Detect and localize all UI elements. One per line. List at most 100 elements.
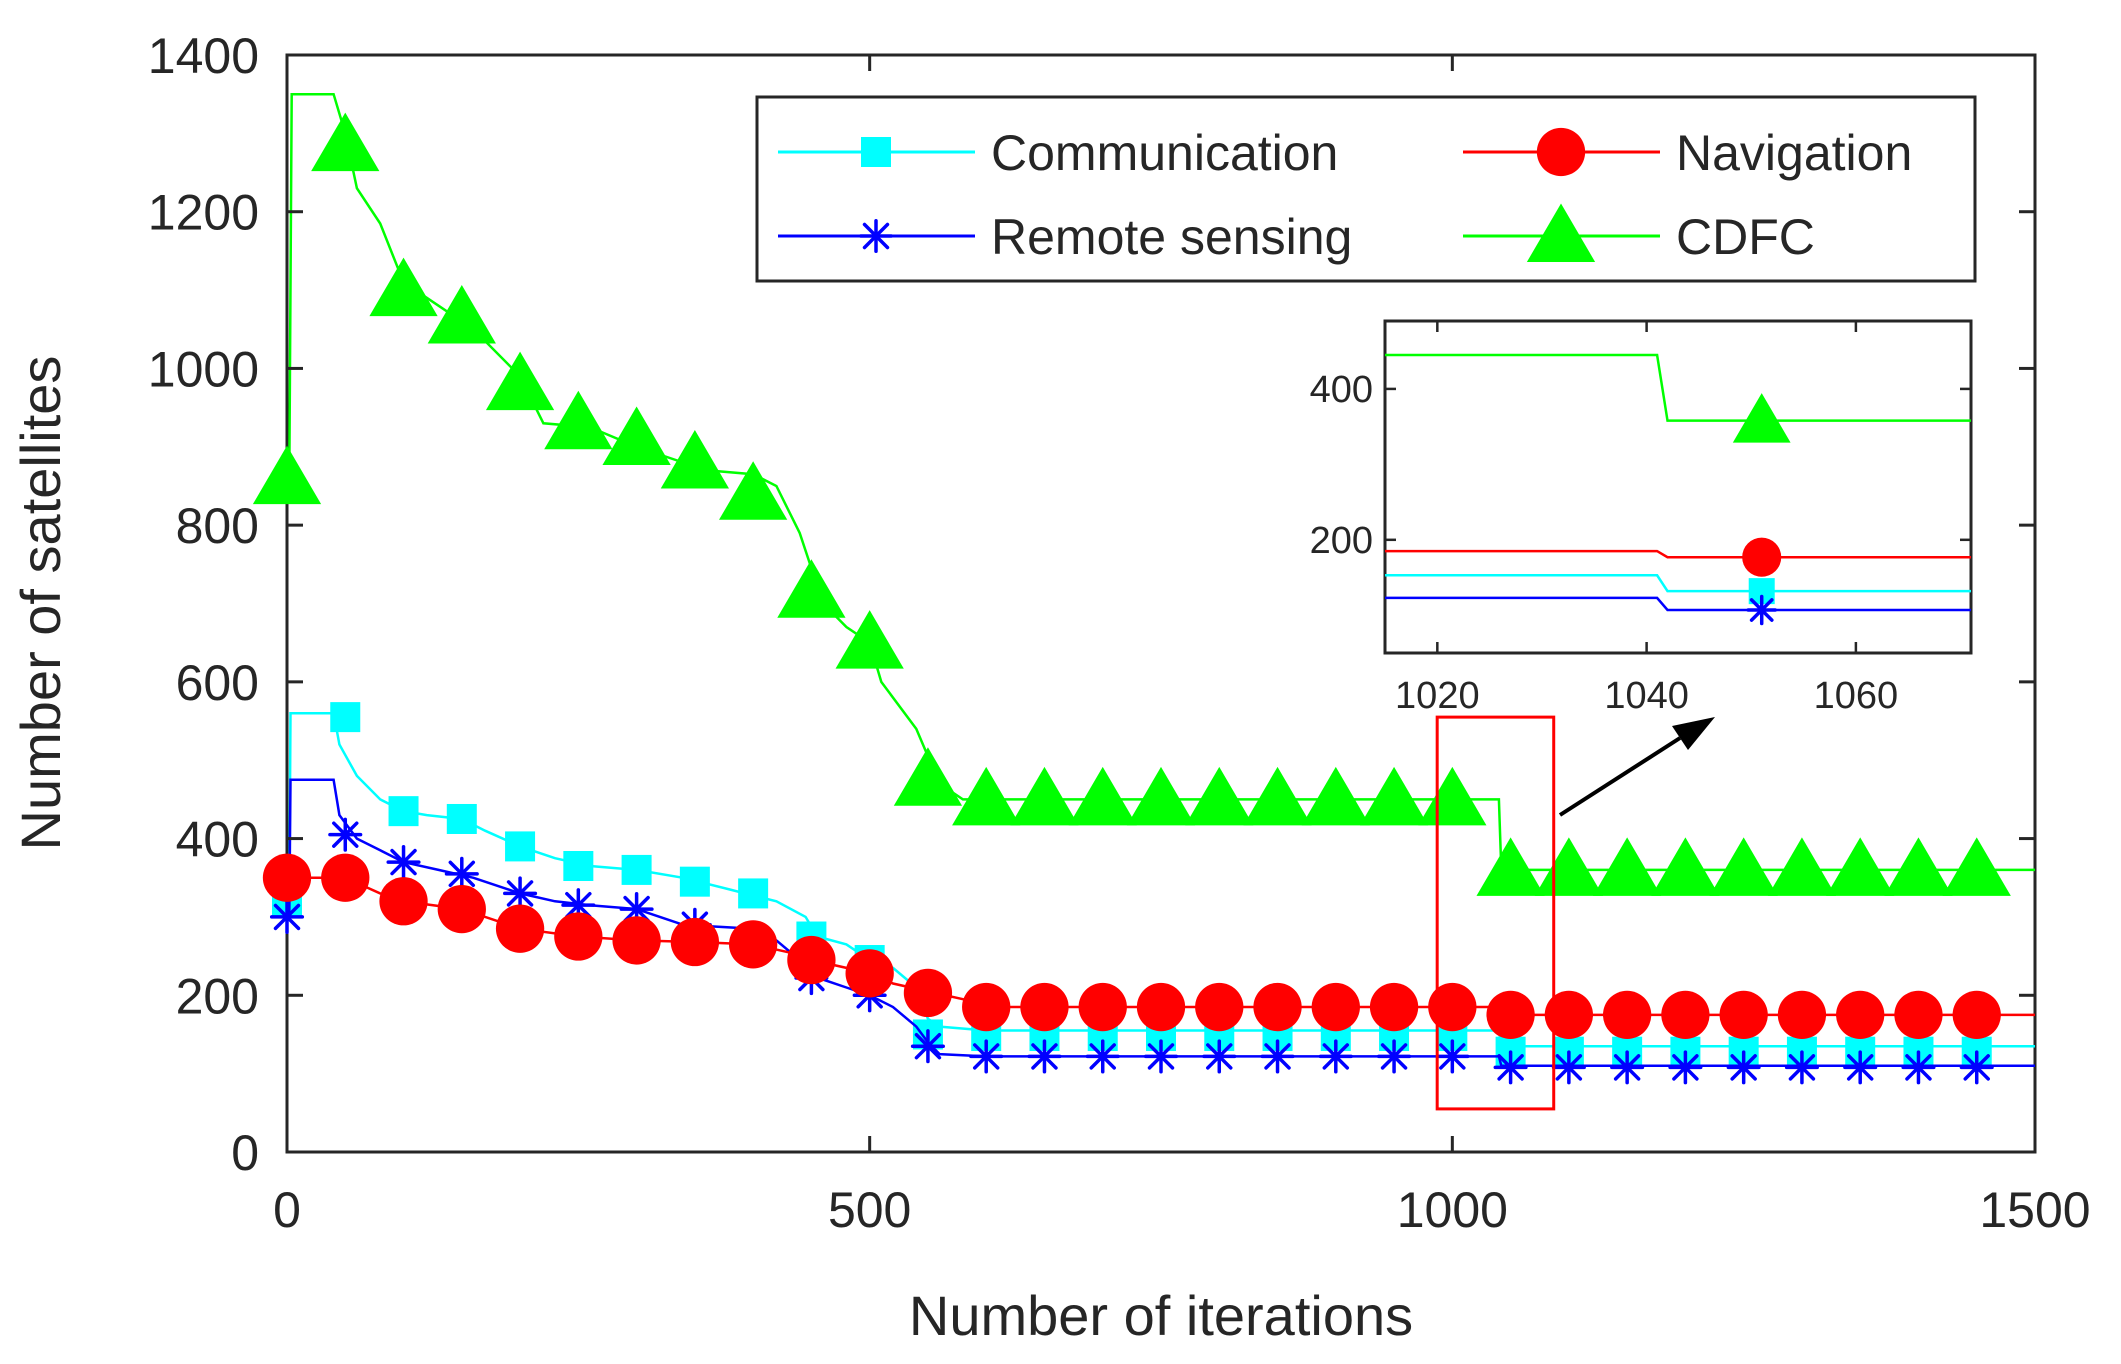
data-point-navigation (495, 904, 545, 953)
data-point-navigation (1311, 982, 1360, 1032)
data-point-navigation (1253, 982, 1302, 1032)
data-point-remote-sensing (1784, 1050, 1819, 1085)
data-point-remote-sensing (910, 1029, 945, 1064)
data-point-cdfc (1534, 837, 1603, 896)
data-point-cdfc (1068, 766, 1137, 826)
main-ticks-layer: 0 200 400 600 800 1000 1200 1400 0 500 1000 1500 (148, 28, 2091, 1238)
data-point-remote-sensing (1027, 1039, 1062, 1074)
data-point-cdfc (1418, 766, 1487, 826)
data-point-navigation (1195, 982, 1244, 1032)
data-point-cdfc (311, 112, 380, 172)
data-point-cdfc (1942, 837, 2011, 896)
data-point-communication (388, 796, 419, 827)
data-point-navigation (321, 853, 370, 902)
data-point-remote-sensing (328, 817, 363, 852)
y-tick-label: 800 (176, 498, 259, 554)
data-point-remote-sensing (1726, 1050, 1761, 1085)
data-point-cdfc (1767, 837, 1837, 896)
inset-series-layer (1385, 353, 1971, 626)
data-point-navigation (612, 916, 661, 965)
data-point-navigation (1428, 982, 1477, 1032)
inset-line-cdfc (1385, 353, 1971, 422)
data-point-remote-sensing (1493, 1050, 1528, 1085)
data-point-navigation (1078, 982, 1127, 1032)
data-point-cdfc (719, 461, 788, 520)
legend-label-navigation: Navigation (1676, 125, 1912, 181)
data-point-navigation (670, 917, 720, 967)
data-point-cdfc (1593, 837, 1662, 896)
data-point-communication (621, 854, 652, 885)
data-point-navigation (845, 949, 894, 998)
zoom-arrow (1558, 717, 1715, 817)
data-point-remote-sensing (1551, 1050, 1586, 1085)
data-point-remote-sensing (1377, 1039, 1412, 1074)
y-tick-label: 1000 (148, 341, 259, 397)
data-point-remote-sensing (269, 899, 305, 934)
data-point-navigation (787, 935, 836, 985)
legend-marker-navigation (1536, 127, 1586, 177)
data-point-cdfc (1010, 766, 1079, 826)
data-point-cdfc (1243, 766, 1312, 826)
data-point-navigation (379, 877, 428, 926)
data-point-cdfc (1709, 837, 1778, 896)
data-point-communication (738, 878, 769, 909)
data-point-cdfc (544, 390, 613, 450)
inset-point-cdfc (1732, 393, 1791, 443)
data-point-cdfc (952, 766, 1021, 826)
y-tick-label: 1200 (148, 185, 259, 241)
zoom-region-box (1435, 715, 1556, 1111)
data-point-communication (563, 850, 594, 881)
inset-line-communication (1385, 574, 1971, 593)
data-point-cdfc (369, 257, 438, 317)
data-point-navigation (1544, 990, 1594, 1040)
data-point-navigation (1719, 990, 1768, 1040)
data-point-remote-sensing (1085, 1039, 1120, 1074)
data-point-navigation (437, 884, 486, 934)
data-point-cdfc (1884, 837, 1953, 896)
legend-marker-remote-sensing (858, 218, 894, 254)
data-point-remote-sensing (1318, 1039, 1353, 1074)
y-tick-label: 600 (176, 655, 259, 711)
x-tick-label: 1500 (1979, 1182, 2090, 1238)
data-point-cdfc (1476, 837, 1545, 896)
inset-x-tick-label: 1040 (1604, 675, 1689, 717)
data-point-remote-sensing (1610, 1050, 1645, 1085)
main-series-layer (252, 92, 2035, 1085)
data-point-navigation (1952, 990, 2001, 1040)
data-point-navigation (903, 968, 953, 1018)
data-point-navigation (962, 982, 1011, 1032)
data-point-navigation (1894, 990, 1943, 1040)
legend-marker-communication (861, 137, 891, 167)
legend-label-cdfc: CDFC (1676, 209, 1815, 265)
data-point-navigation (1136, 982, 1186, 1032)
data-point-communication (446, 803, 477, 834)
data-point-navigation (1661, 990, 1710, 1040)
legend-label-communication: Communication (991, 125, 1338, 181)
x-tick-label: 500 (828, 1182, 911, 1238)
data-point-cdfc (777, 559, 846, 618)
data-point-navigation (554, 912, 603, 961)
data-point-cdfc (602, 406, 671, 465)
data-point-cdfc (252, 445, 322, 505)
data-point-remote-sensing (1959, 1050, 1994, 1085)
data-point-navigation (1836, 990, 1885, 1040)
inset-y-tick-label: 400 (1310, 369, 1373, 411)
x-axis-label: Number of iterations (909, 1284, 1413, 1347)
data-point-communication (505, 831, 536, 862)
data-point-navigation (1369, 982, 1419, 1032)
data-point-remote-sensing (1901, 1050, 1936, 1085)
data-point-cdfc (1359, 766, 1429, 826)
data-point-remote-sensing (386, 845, 421, 880)
data-point-cdfc (485, 351, 555, 411)
data-point-remote-sensing (969, 1039, 1004, 1074)
data-point-remote-sensing (444, 856, 479, 891)
data-point-remote-sensing (1202, 1039, 1237, 1074)
y-tick-label: 200 (176, 968, 259, 1024)
inset-point-navigation (1742, 537, 1782, 577)
legend-marker-cdfc (1526, 203, 1596, 262)
y-axis-label: Number of satellites (9, 356, 72, 851)
data-point-navigation (728, 920, 778, 969)
data-point-navigation (1020, 982, 1069, 1032)
data-point-navigation (1777, 990, 1827, 1040)
legend: Communication Navigation Remote sensing CDF… (755, 95, 1977, 283)
